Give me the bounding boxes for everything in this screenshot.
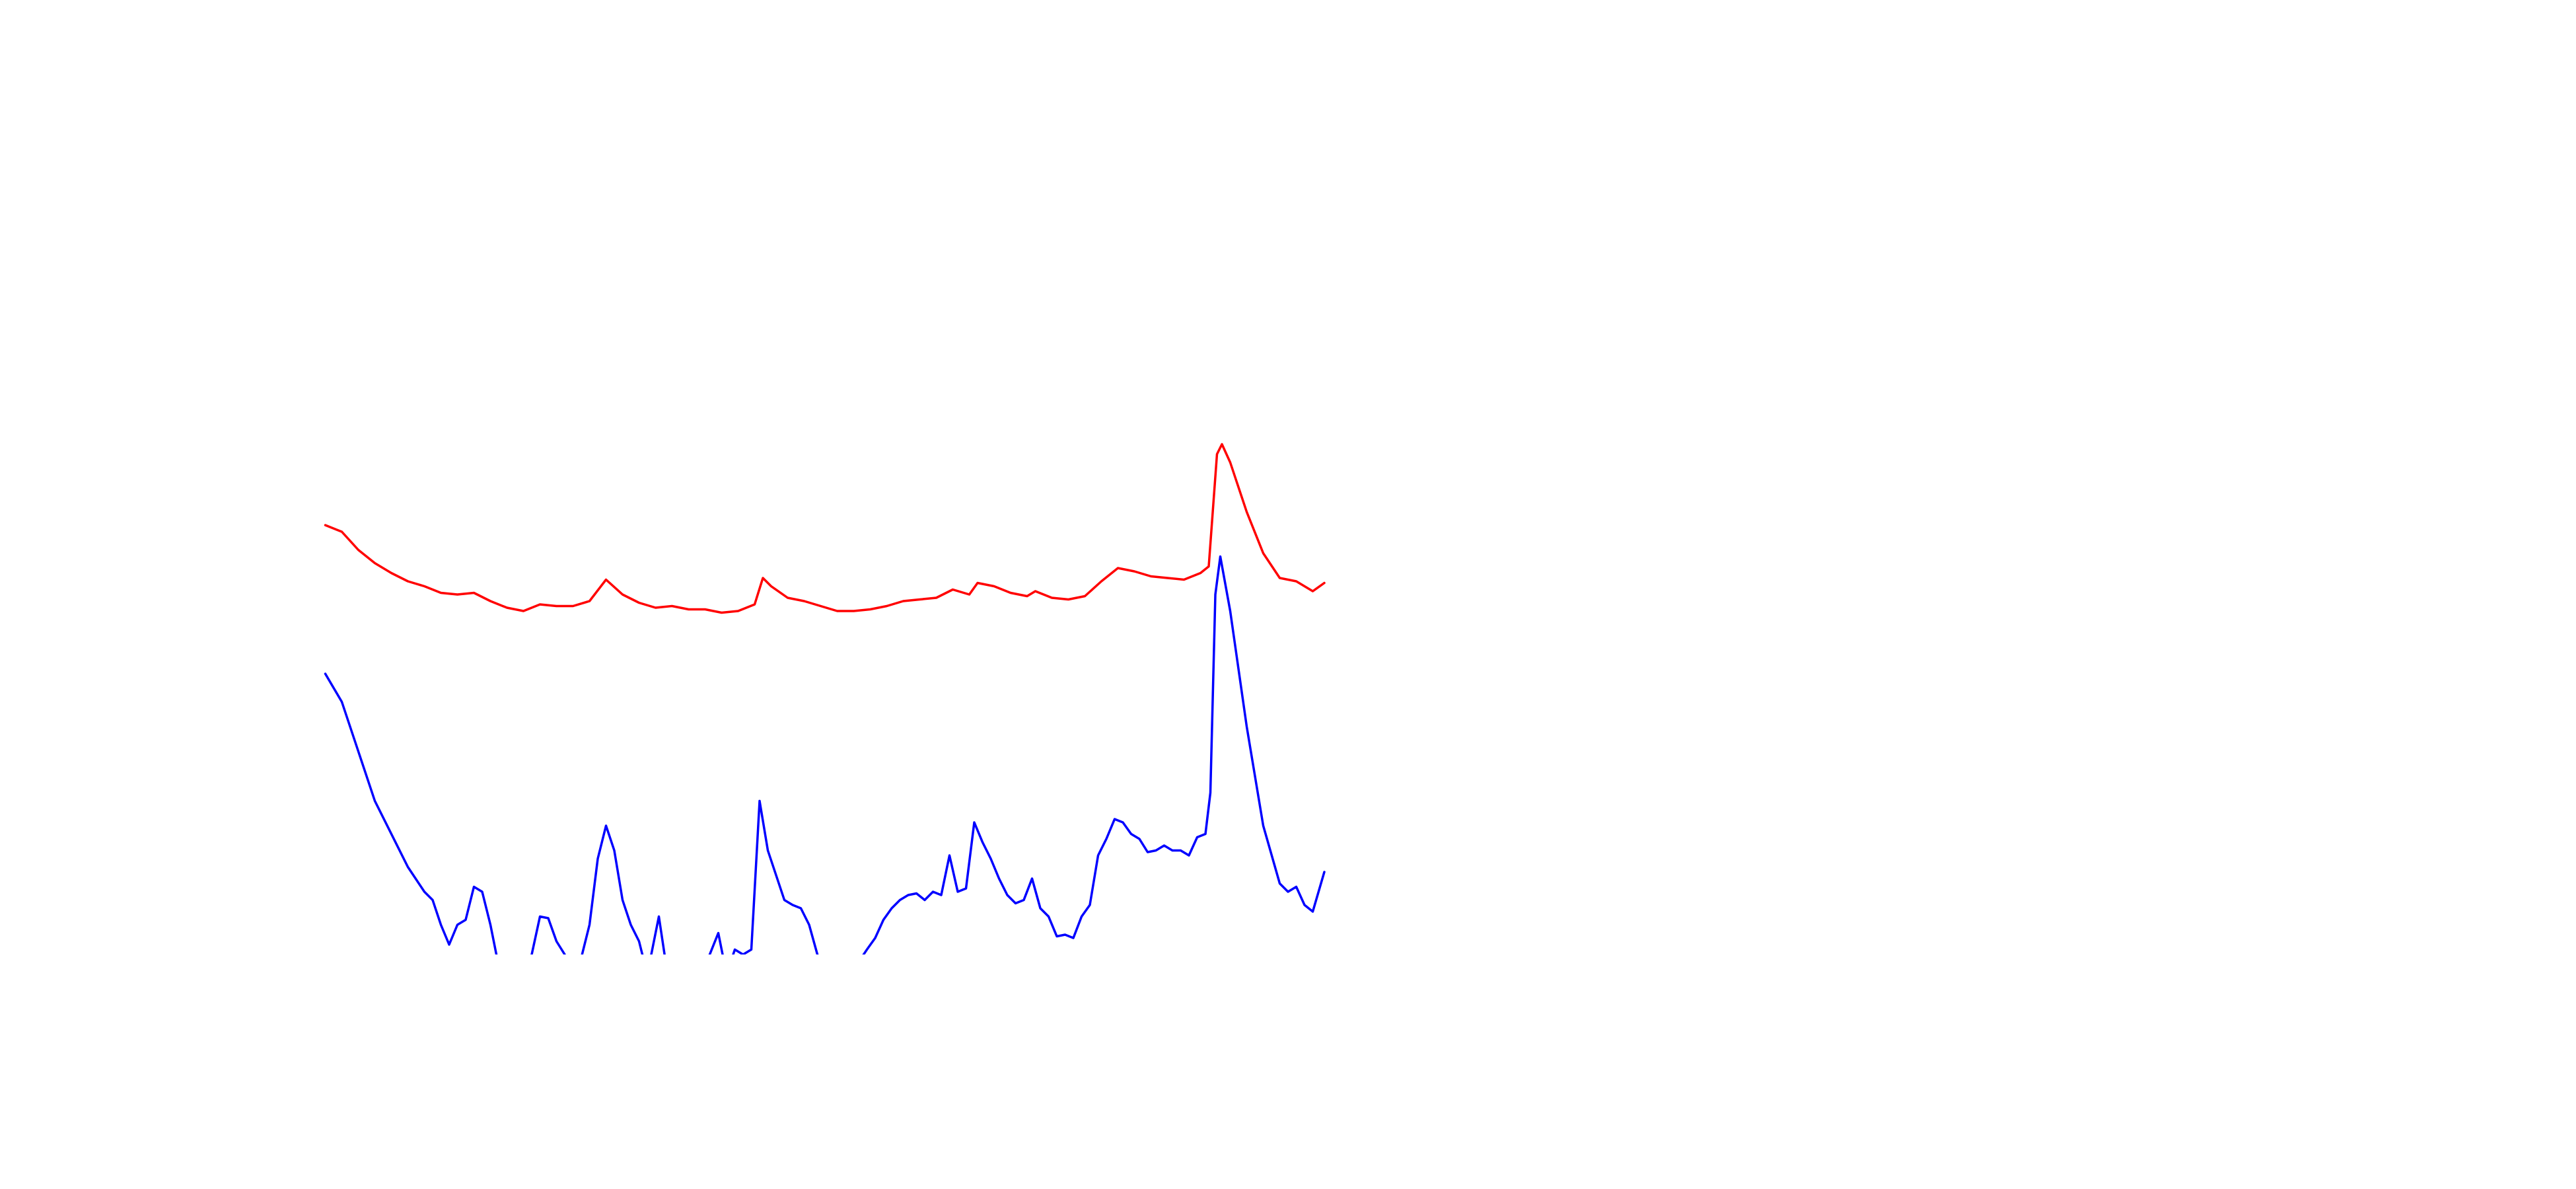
line-series bbox=[324, 443, 1326, 614]
line-series bbox=[324, 555, 1326, 955]
plot-area bbox=[324, 443, 1326, 955]
